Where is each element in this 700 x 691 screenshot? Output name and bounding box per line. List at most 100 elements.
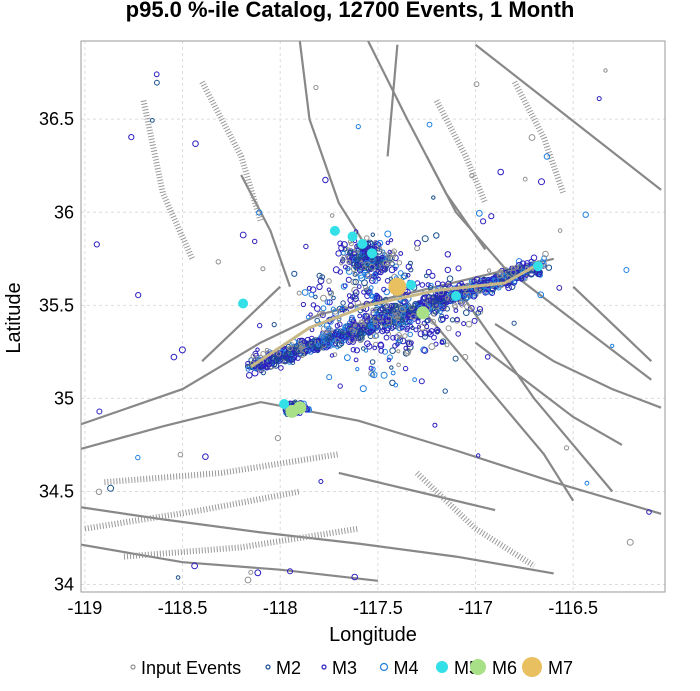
legend-label: M3	[332, 658, 357, 678]
legend-label: M7	[548, 658, 573, 678]
event-point	[488, 213, 495, 220]
event-point	[291, 270, 298, 277]
event-point	[361, 249, 367, 255]
event-point	[329, 213, 335, 218]
fault-lines	[81, 41, 662, 582]
event-point	[439, 304, 444, 309]
event-point	[530, 254, 538, 262]
event-point	[154, 79, 160, 86]
event-point	[257, 362, 262, 367]
event-point	[440, 281, 446, 287]
event-point	[432, 422, 438, 428]
event-point	[388, 266, 396, 274]
event-point	[596, 96, 602, 102]
event-point	[349, 314, 355, 321]
event-point	[314, 317, 321, 324]
event-point	[358, 323, 364, 328]
event-point	[340, 241, 348, 249]
event-point	[303, 348, 309, 353]
event-point	[514, 264, 519, 270]
event-point	[476, 306, 483, 313]
event-point	[319, 333, 325, 339]
event-point	[372, 278, 379, 284]
event-point	[295, 355, 301, 361]
event-point	[372, 272, 378, 277]
fault-trace	[474, 341, 623, 446]
event-point	[522, 176, 528, 182]
mainshock-m5	[347, 231, 358, 242]
event-point	[444, 266, 451, 274]
event-point	[255, 347, 260, 352]
event-point	[178, 346, 186, 354]
event-point	[250, 353, 256, 359]
event-point	[415, 319, 421, 325]
event-point	[299, 342, 306, 349]
event-point	[496, 271, 504, 279]
event-point	[431, 299, 438, 306]
event-point	[626, 538, 634, 546]
event-point	[406, 318, 412, 325]
event-point	[384, 278, 391, 284]
event-point	[439, 340, 445, 345]
legend-label: M6	[492, 658, 517, 678]
event-point	[475, 209, 483, 217]
event-point	[497, 168, 505, 176]
event-point	[135, 292, 142, 299]
event-point	[405, 273, 411, 278]
event-point	[646, 509, 652, 515]
event-point	[414, 245, 421, 252]
event-point	[421, 347, 429, 354]
event-point	[476, 453, 481, 458]
event-point	[410, 313, 417, 320]
event-point	[365, 273, 372, 279]
event-point	[424, 273, 429, 279]
event-point	[95, 488, 103, 495]
event-point	[93, 241, 100, 248]
event-point	[459, 281, 464, 286]
fault-trace	[81, 543, 379, 582]
event-point	[369, 372, 376, 378]
event-point	[469, 173, 475, 179]
event-point	[584, 480, 590, 486]
event-point	[407, 260, 413, 266]
event-point	[623, 267, 630, 273]
event-point	[393, 302, 399, 308]
event-point	[375, 268, 382, 275]
rupture-trace	[250, 263, 539, 369]
event-point	[326, 374, 333, 381]
event-point	[445, 325, 452, 332]
event-point	[390, 370, 396, 376]
event-point	[431, 334, 437, 341]
legend-marker	[321, 664, 327, 670]
event-point	[261, 363, 267, 369]
event-point	[426, 121, 433, 128]
event-point	[358, 334, 364, 341]
event-point	[368, 263, 376, 271]
event-point	[347, 297, 354, 304]
event-point	[393, 382, 399, 388]
event-point	[394, 312, 401, 319]
legend-marker	[379, 662, 389, 672]
event-point	[215, 259, 222, 265]
event-point	[433, 232, 440, 239]
event-point	[432, 308, 439, 315]
event-point	[260, 351, 267, 357]
mainshock-m5	[367, 248, 377, 259]
event-point	[191, 562, 199, 570]
event-point	[377, 342, 385, 350]
event-point	[440, 316, 446, 323]
event-point	[370, 232, 375, 237]
event-point	[316, 272, 323, 279]
event-point	[325, 342, 332, 349]
mainshock-m6	[285, 404, 299, 418]
event-point	[351, 322, 359, 329]
event-point	[373, 320, 378, 326]
event-point	[330, 306, 336, 312]
y-tick-label: 36	[54, 202, 74, 222]
event-point	[421, 235, 429, 243]
event-point	[468, 279, 473, 284]
event-point	[358, 319, 365, 326]
event-point	[153, 71, 160, 78]
fault-trace	[425, 313, 575, 502]
event-point	[364, 235, 370, 241]
